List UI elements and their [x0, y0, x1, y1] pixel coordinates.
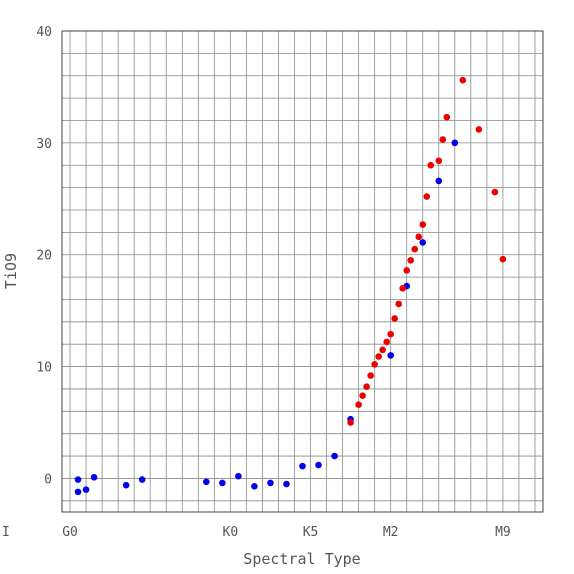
data-point: [74, 476, 82, 483]
x-tick-label: M9: [495, 525, 511, 540]
data-point: [419, 239, 427, 246]
data-point: [219, 479, 226, 487]
y-axis-title: TiO9: [2, 253, 20, 289]
x-tick-label: M2: [383, 525, 399, 540]
data-point: [427, 161, 435, 169]
plot-frame: [61, 30, 544, 513]
data-point: [359, 392, 366, 399]
data-point: [443, 113, 451, 121]
data-point: [347, 419, 354, 426]
data-point: [379, 346, 386, 354]
data-point: [391, 315, 398, 322]
data-point: [283, 480, 290, 488]
data-point: [423, 193, 431, 200]
data-point: [122, 481, 130, 489]
data-point: [251, 482, 258, 490]
data-point: [451, 139, 459, 147]
tick-labels: I G0 K0 K5 M2 M9 0 10 20 30 40: [2, 25, 511, 540]
data-point: [235, 472, 242, 480]
data-point: [331, 452, 338, 460]
data-point: [411, 245, 419, 253]
data-point: [419, 221, 427, 228]
data-point: [475, 126, 483, 133]
x-axis-title: Spectral Type: [243, 550, 360, 568]
data-point: [90, 474, 98, 481]
data-point: [407, 257, 415, 264]
data-point: [395, 300, 403, 308]
x-tick-label: K0: [223, 525, 239, 540]
data-point: [299, 462, 306, 470]
data-point: [363, 383, 370, 391]
data-point: [267, 479, 274, 487]
data-point: [203, 478, 210, 486]
y-tick-label: 20: [36, 249, 52, 264]
x-tick-label: I: [2, 525, 10, 540]
data-point: [435, 157, 443, 165]
data-point: [399, 284, 407, 292]
y-tick-label: 10: [36, 361, 52, 376]
data-point: [387, 352, 394, 359]
y-tick-label: 30: [36, 137, 52, 152]
data-point: [315, 461, 322, 469]
data-point: [355, 401, 362, 408]
data-point: [459, 76, 467, 84]
y-tick-label: 40: [36, 25, 52, 40]
data-point: [138, 476, 146, 483]
data-point: [415, 233, 423, 241]
grid: [62, 30, 543, 512]
data-point: [371, 361, 378, 368]
y-tick-label: 0: [44, 472, 52, 487]
x-tick-label: G0: [62, 525, 78, 540]
data-point: [435, 177, 443, 185]
data-points: [74, 76, 507, 496]
data-point: [491, 188, 499, 196]
data-point: [439, 136, 447, 143]
data-point: [387, 330, 394, 338]
data-point: [499, 255, 507, 263]
data-point: [383, 338, 390, 346]
x-tick-label: K5: [303, 525, 319, 540]
data-point: [82, 486, 90, 493]
data-point: [375, 353, 382, 360]
data-point: [74, 488, 82, 496]
data-point: [403, 267, 411, 274]
data-point: [367, 372, 374, 379]
